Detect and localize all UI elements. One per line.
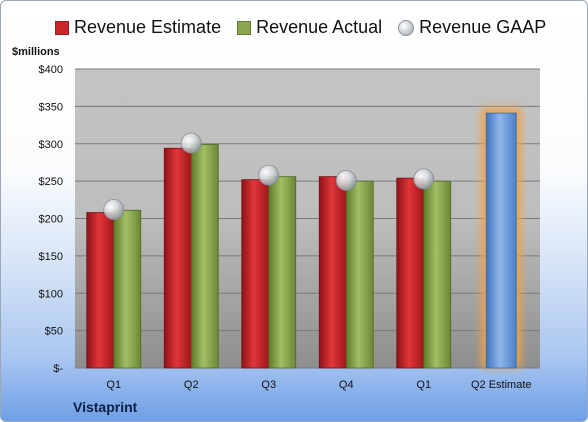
bar-revenue-estimate [241,179,270,369]
legend: Revenue Estimate Revenue Actual Revenue … [55,17,562,38]
y-axis: $- $50 $100 $150 $200 $250 $300 $350 $400 [39,64,64,375]
legend-estimate-label: Revenue Estimate [74,17,222,37]
company-name: Vistaprint [73,399,138,415]
legend-actual-label: Revenue Actual [256,17,383,37]
x-tick-label: Q2 Estimate [471,379,532,391]
bar-revenue-actual [113,209,142,369]
x-tick-label: Q1 [106,379,121,391]
bar-revenue-estimate [318,176,347,369]
bar-revenue-actual [268,176,297,369]
marker-revenue-gaap [413,168,435,190]
bar-revenue-estimate [163,147,192,369]
legend-item-estimate: Revenue Estimate [55,17,221,38]
y-tick-label: $400 [39,64,63,76]
x-tick-label: Q1 [416,379,431,391]
bar-revenue-actual [345,180,374,369]
estimate-swatch-icon [55,20,69,35]
marker-revenue-gaap [258,164,280,186]
y-tick-label: $250 [39,176,63,188]
actual-swatch-icon [237,20,252,35]
marker-revenue-gaap [180,132,202,154]
marker-revenue-gaap [103,199,125,220]
bar-forecast-estimate [485,112,517,369]
y-tick-label: $50 [45,326,63,338]
x-axis: Q1 Q2 Q3 Q4 Q1 Q2 Estimate [106,379,531,391]
legend-gaap-label: Revenue GAAP [419,17,547,37]
units-label: $millions [12,46,60,58]
bar-revenue-estimate [86,212,115,369]
x-tick-label: Q4 [339,379,354,391]
bar-revenue-estimate [396,177,425,369]
y-tick-label: $300 [39,139,63,151]
y-tick-label: $150 [39,251,63,263]
bar-revenue-actual [190,144,219,369]
gridlines [75,68,540,369]
y-tick-label: $- [53,363,63,375]
gaap-markers [103,132,435,220]
y-tick-label: $200 [39,214,63,226]
x-tick-label: Q3 [261,379,276,391]
y-tick-label: $100 [39,288,63,300]
x-tick-label: Q2 [184,379,199,391]
legend-item-gaap: Revenue GAAP [398,17,546,38]
marker-revenue-gaap [335,169,357,191]
legend-item-actual: Revenue Actual [237,17,382,38]
y-tick-label: $350 [39,101,63,113]
gaap-marker-icon [398,19,415,36]
bars [86,108,522,369]
bar-revenue-actual [423,180,452,369]
